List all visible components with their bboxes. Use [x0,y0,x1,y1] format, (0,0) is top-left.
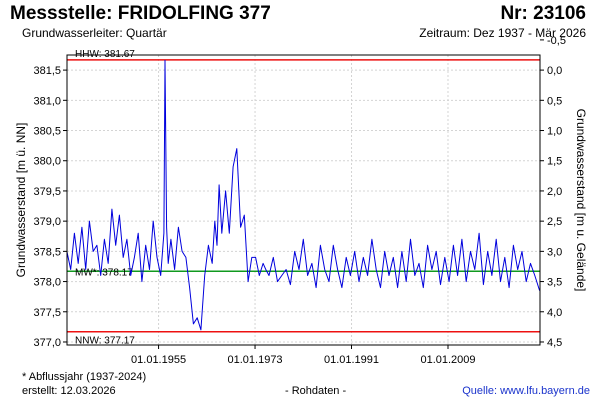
y2-tick-label: 1,0 [547,126,562,138]
y-tick-label: 377,0 [33,337,61,349]
y2-tick-label: -0,5 [547,35,566,47]
y2-tick-label: 4,0 [547,307,562,319]
grid [67,55,540,345]
y-tick-label: 380,5 [33,126,61,138]
y-tick-label: 378,0 [33,277,61,289]
y-tick-label: 380,0 [33,156,61,168]
station-number: Nr: 23106 [500,3,586,24]
y-axis-label: Grundwasserstand [m ü. NN] [14,123,28,278]
plot-frame [66,54,541,346]
y-tick-label: 381,5 [33,65,61,77]
footnote: * Abflussjahr (1937-2024) [22,371,147,383]
y-tick-label: 378,5 [33,246,61,258]
y2-tick-label: 0,0 [547,65,562,77]
raw-data-label: - Rohdaten - [285,385,347,397]
series-line [66,59,541,331]
y2-tick-label: 4,5 [547,337,562,349]
y-tick-label: 381,0 [33,95,61,107]
station-title: Messstelle: FRIDOLFING 377 [10,3,271,24]
axes: 377,0 377,5 378,0 378,5 379,0 379,5 380,0 380,5… [33,35,566,366]
source-link[interactable]: Quelle: www.lfu.bayern.de [462,385,590,397]
reference-lines: HHW: 381.67 MW*: 378.17 NNW: 377.17 [67,49,540,347]
y2-tick-label: 2,5 [547,216,562,228]
y-tick-label: 377,5 [33,307,61,319]
reference-line-label: HHW: 381.67 [75,49,135,60]
y2-axis-label: Grundwasserstand [m u. Gelände] [574,109,588,292]
y-tick-label: 379,0 [33,216,61,228]
y2-tick-label: 3,0 [547,246,562,258]
y2-tick-label: 3,5 [547,277,562,289]
aquifer-label: Grundwasserleiter: Quartär [22,26,167,40]
y2-tick-label: 2,0 [547,186,562,198]
reference-line-label: MW*: 378.17 [75,267,133,278]
y-tick-label: 379,5 [33,186,61,198]
x-tick-label: 01.01.1955 [131,354,186,366]
y2-tick-label: 0,5 [547,95,562,107]
created-date: erstellt: 12.03.2026 [22,385,116,397]
series-layer [66,59,541,331]
x-tick-label: 01.01.2009 [420,354,475,366]
x-tick-label: 01.01.1973 [228,354,283,366]
x-tick-label: 01.01.1991 [324,354,379,366]
period-label: Zeitraum: Dez 1937 - Mär 2026 [419,26,586,40]
y2-tick-label: 1,5 [547,156,562,168]
reference-line-label: NNW: 377.17 [75,336,135,347]
